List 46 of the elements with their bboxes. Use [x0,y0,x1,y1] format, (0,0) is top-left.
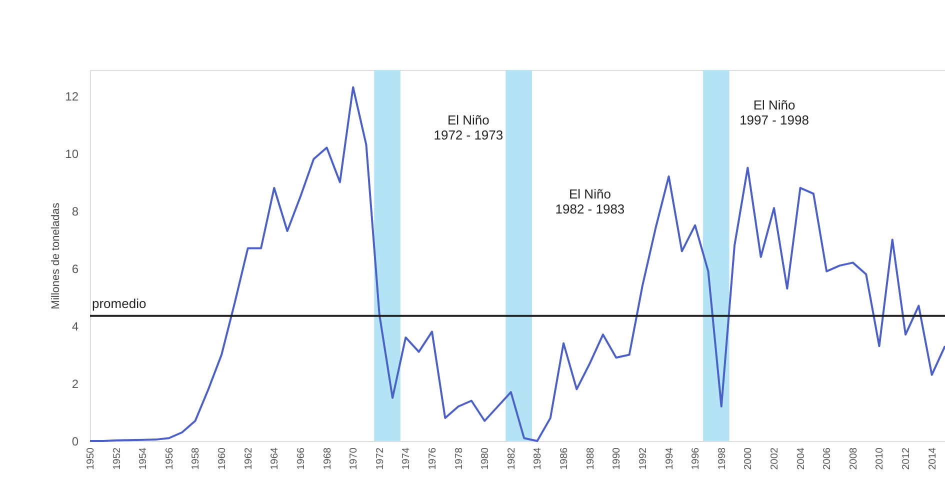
x-tick-label: 1970 [348,447,360,470]
x-tick-label: 1966 [296,447,307,470]
x-tick-label: 1984 [532,447,544,470]
x-tick-label: 1950 [86,447,96,470]
band-label: El Niño 1972 - 1973 [434,112,504,143]
y-tick-label: 6 [72,262,79,276]
x-tick-label: 1972 [374,447,386,470]
x-tick-label: 1958 [190,447,202,470]
y-tick-label: 10 [65,146,79,161]
x-tick-label: 1990 [612,447,623,470]
y-tick-label: 2 [72,376,79,391]
ref-line-label: promedio [92,296,146,311]
x-tick-label: 1962 [243,447,254,470]
band-label: El Niño 1982 - 1983 [555,186,625,217]
x-tick-label: 2000 [743,447,754,470]
y-axis-title: Millones de toneladas [50,202,62,310]
line-series [89,86,945,442]
x-tick-label: 2010 [874,447,886,470]
x-tick-label: 1976 [428,447,438,470]
x-tick-label: 2006 [822,447,834,470]
x-tick-label: 1986 [559,447,570,470]
x-tick-label: 1998 [716,447,728,470]
x-tick-label: 1952 [112,447,123,470]
y-tick-label: 8 [72,204,79,218]
y-tick-label: 4 [72,319,79,334]
x-tick-label: 1980 [480,447,492,470]
x-tick-label: 2004 [796,447,807,470]
band-label: El Niño 1997 - 1998 [740,98,809,128]
x-tick-label: 1954 [138,447,150,470]
x-tick-label: 1956 [164,447,176,470]
x-tick-label: 1968 [322,447,334,470]
x-tick-label: 2014 [927,447,938,470]
x-tick-label: 2002 [770,447,780,470]
x-tick-label: 1996 [690,447,702,470]
y-tick-label: 12 [65,89,79,104]
x-tick-label: 1978 [454,447,465,470]
x-tick-label: 1974 [401,447,412,470]
x-tick-label: 1988 [585,447,596,470]
y-tick-label: 0 [72,434,79,448]
x-tick-label: 2012 [901,447,912,470]
x-tick-label: 1994 [664,447,676,470]
x-tick-label: 2008 [848,447,860,470]
x-tick-label: 1960 [217,447,228,470]
x-tick-label: 1964 [270,447,281,470]
x-tick-label: 1982 [506,447,518,470]
x-tick-label: 1992 [638,447,649,470]
